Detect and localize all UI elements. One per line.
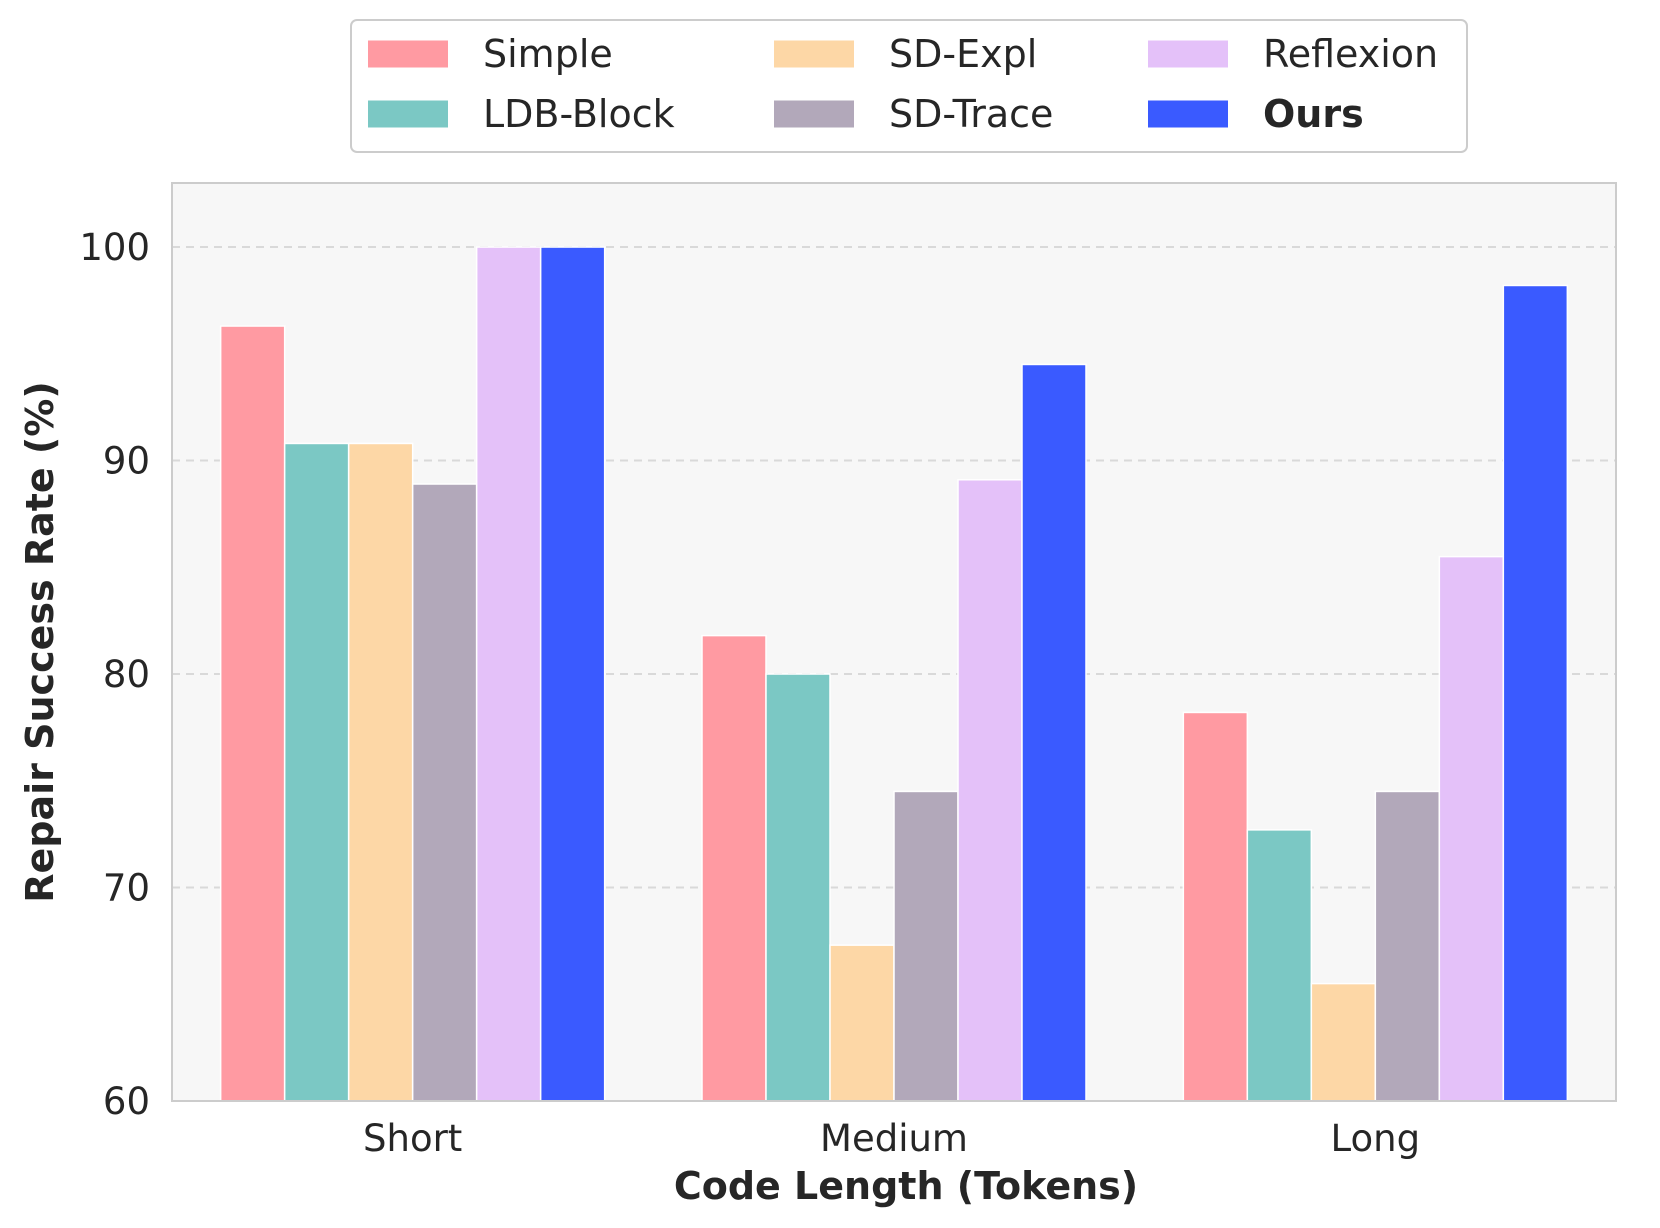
y-tick-label-80: 80: [103, 653, 150, 696]
bar-sd-expl-short: [347, 442, 414, 1102]
bar-simple-medium: [701, 634, 767, 1102]
legend-swatch-sd-trace: [774, 100, 854, 128]
legend-label-sd-trace: SD-Trace: [889, 92, 1053, 136]
y-tick-label-70: 70: [103, 867, 150, 910]
x-tick-label-short: Short: [363, 1117, 462, 1160]
legend-label-sd-expl: SD-Expl: [889, 32, 1037, 76]
bar-sd-trace-medium: [893, 790, 959, 1102]
legend-swatch-ldb-block: [368, 100, 448, 128]
y-tick-label-100: 100: [79, 226, 150, 269]
y-tick-label-60: 60: [103, 1080, 150, 1123]
bar-ldb-block-short: [283, 442, 350, 1102]
y-tick-label-90: 90: [103, 440, 150, 483]
bar-sd-trace-long: [1374, 790, 1441, 1102]
bar-simple-short: [219, 325, 286, 1102]
legend-label-ldb-block: LDB-Block: [483, 92, 675, 136]
bar-ldb-block-medium: [765, 673, 831, 1102]
y-axis-ticks: 60 70 80 90 100: [79, 226, 150, 1123]
legend-swatch-simple: [368, 40, 448, 68]
x-tick-label-medium: Medium: [820, 1117, 968, 1160]
bar-sd-trace-short: [411, 483, 478, 1102]
bar-ours-long: [1502, 284, 1569, 1102]
plot-frame: [171, 182, 1617, 1102]
legend-swatch-ours: [1148, 100, 1228, 128]
x-tick-label-long: Long: [1331, 1117, 1421, 1160]
legend-label-reflexion: Reflexion: [1263, 32, 1438, 76]
bar-sd-expl-medium: [829, 944, 895, 1102]
legend: Simple LDB-Block SD-Expl SD-Trace Reflexion O…: [350, 19, 1468, 153]
legend-label-simple: Simple: [483, 32, 613, 76]
x-axis-ticks: Short Medium Long: [363, 1117, 1420, 1160]
bar-ours-short: [539, 246, 606, 1102]
legend-swatch-sd-expl: [774, 40, 854, 68]
bar-simple-long: [1182, 711, 1249, 1102]
y-axis-title: Repair Success Rate (%): [18, 381, 62, 902]
bar-reflexion-short: [475, 246, 542, 1102]
bar-ours-medium: [1021, 363, 1087, 1102]
bar-sd-expl-long: [1310, 982, 1377, 1102]
x-axis-title: Code Length (Tokens): [674, 1164, 1138, 1208]
legend-label-ours: Ours: [1263, 92, 1364, 136]
bar-ldb-block-long: [1246, 829, 1313, 1102]
legend-swatch-reflexion: [1148, 40, 1228, 68]
bar-reflexion-medium: [957, 478, 1023, 1102]
bar-reflexion-long: [1438, 555, 1505, 1102]
